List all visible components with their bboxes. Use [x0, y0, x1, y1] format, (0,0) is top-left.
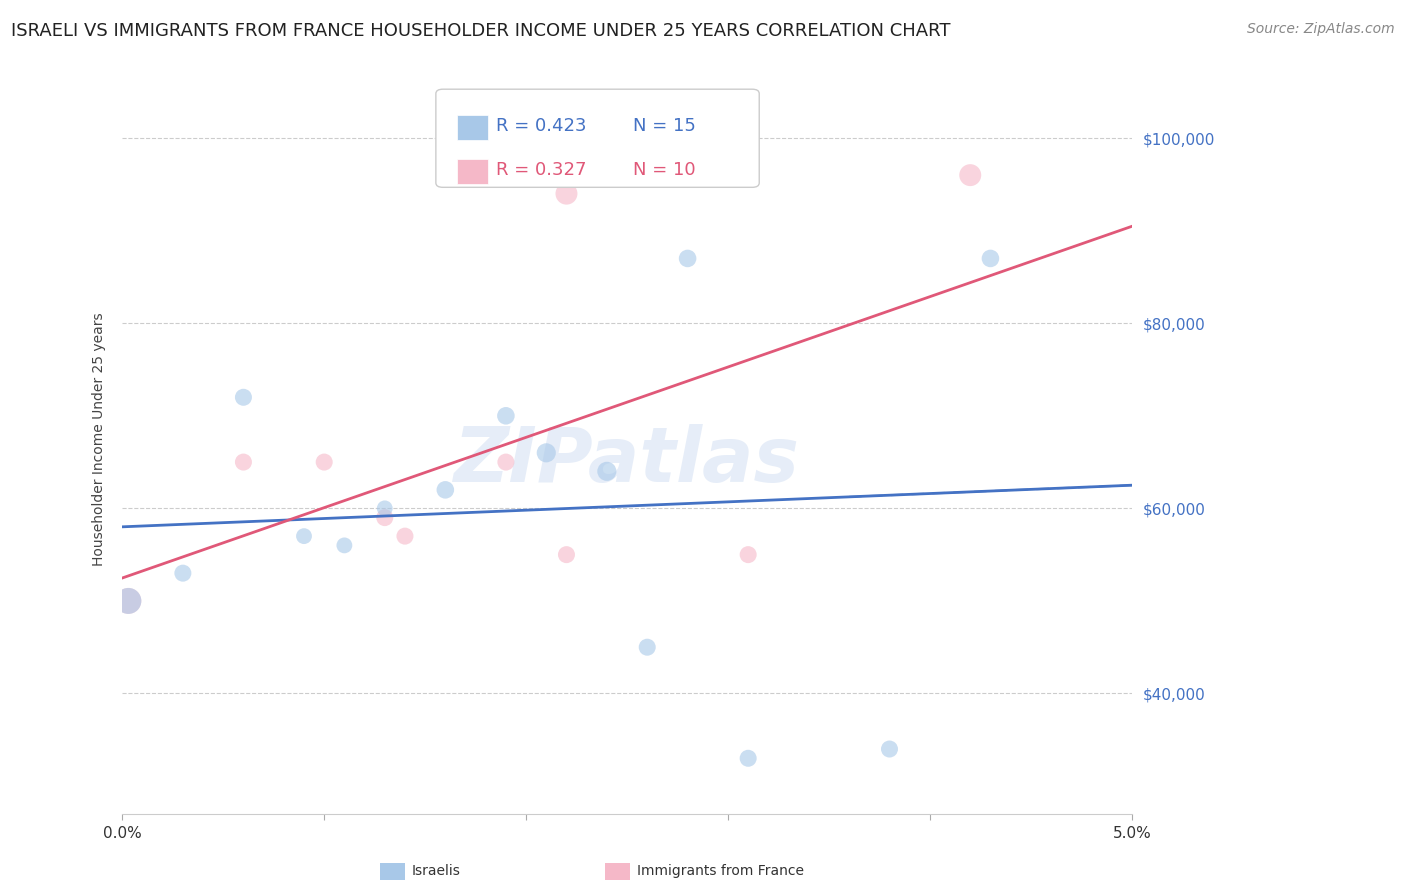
Point [879, 742, 901, 756]
Point [636, 640, 658, 655]
Point [232, 390, 254, 404]
Point [314, 455, 336, 469]
Point [394, 529, 416, 543]
Text: N = 15: N = 15 [633, 117, 696, 135]
Text: R = 0.423: R = 0.423 [496, 117, 586, 135]
Text: Source: ZipAtlas.com: Source: ZipAtlas.com [1247, 22, 1395, 37]
Point [117, 594, 139, 608]
Text: R = 0.327: R = 0.327 [496, 161, 586, 179]
Point [959, 168, 981, 182]
Point [434, 483, 457, 497]
Point [495, 455, 517, 469]
Point [172, 566, 194, 581]
Point [555, 548, 578, 562]
Point [536, 446, 558, 460]
Point [495, 409, 517, 423]
Text: Immigrants from France: Immigrants from France [637, 864, 804, 879]
Point [232, 455, 254, 469]
Text: ZIPatlas: ZIPatlas [454, 425, 800, 499]
Text: N = 10: N = 10 [633, 161, 696, 179]
Point [737, 548, 759, 562]
Point [676, 252, 699, 266]
Point [374, 501, 396, 516]
Point [292, 529, 315, 543]
Y-axis label: Householder Income Under 25 years: Householder Income Under 25 years [93, 312, 107, 566]
Point [117, 594, 139, 608]
Point [596, 464, 619, 478]
Point [555, 186, 578, 201]
Text: Israelis: Israelis [412, 864, 461, 879]
Point [374, 510, 396, 524]
Point [979, 252, 1001, 266]
Text: ISRAELI VS IMMIGRANTS FROM FRANCE HOUSEHOLDER INCOME UNDER 25 YEARS CORRELATION : ISRAELI VS IMMIGRANTS FROM FRANCE HOUSEH… [11, 22, 950, 40]
Point [333, 538, 356, 552]
Point [737, 751, 759, 765]
